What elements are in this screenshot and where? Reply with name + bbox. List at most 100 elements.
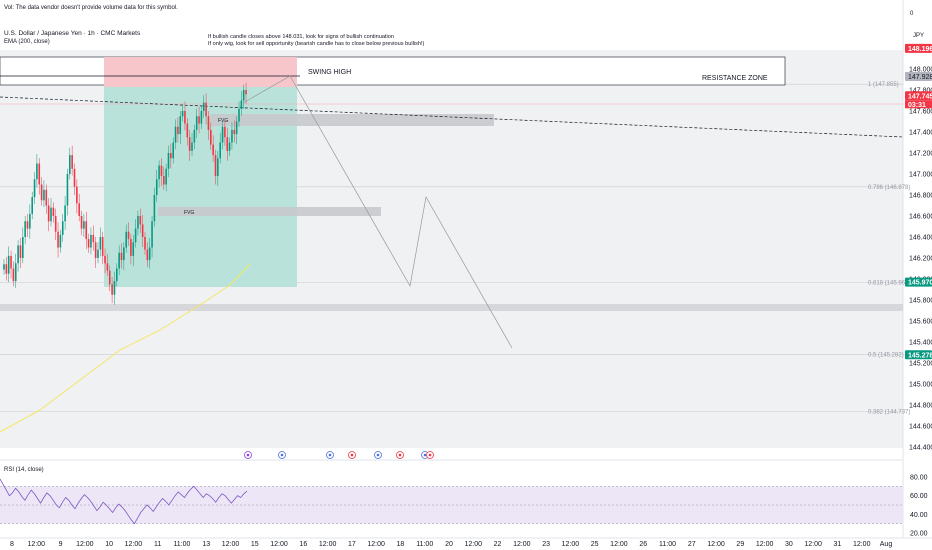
- candle-body: [113, 281, 116, 295]
- fvg-upper-box: [210, 114, 494, 126]
- time-tick-label: 12:00: [28, 541, 46, 548]
- price-tick-label: 145.200: [909, 361, 932, 368]
- currency-label[interactable]: JPY: [913, 33, 924, 39]
- fvg-lower-box: [158, 207, 381, 216]
- candle-body: [125, 231, 127, 248]
- candle-body: [99, 237, 102, 250]
- candle-body: [153, 195, 156, 222]
- price-tick-label: 145.400: [909, 340, 932, 347]
- candle-body: [94, 242, 97, 258]
- candle-body: [221, 126, 224, 143]
- candle-body: [69, 155, 71, 174]
- candle-body: [144, 237, 146, 250]
- time-tick-label: 12:00: [804, 541, 822, 548]
- candle-body: [78, 203, 80, 216]
- time-tick-label: 10: [105, 541, 113, 548]
- candle-body: [160, 165, 163, 177]
- candle-body: [224, 126, 226, 138]
- candle-body: [191, 142, 193, 151]
- time-tick-label: 12:00: [222, 541, 240, 548]
- time-tick-label: 16: [299, 541, 307, 548]
- price-tick-label: 146.200: [909, 256, 932, 263]
- price-tag-label: 147.928: [908, 74, 932, 81]
- time-tick-label: 23: [542, 541, 550, 548]
- price-tick-label: 148.000: [909, 67, 932, 74]
- time-tick-label: 31: [834, 541, 842, 548]
- resistance-zone-label[interactable]: RESISTANCE ZONE: [702, 75, 768, 82]
- top-axis-value: 0: [910, 11, 914, 17]
- candle-body: [85, 221, 88, 240]
- candle-body: [66, 174, 69, 206]
- candle-body: [231, 129, 233, 143]
- candle-body: [104, 255, 106, 264]
- candle-body: [76, 186, 78, 204]
- time-tick-label: 11:00: [173, 541, 190, 548]
- candle-body: [29, 213, 31, 229]
- price-tag-label: 145.970: [908, 280, 932, 287]
- time-tick-label: 12:00: [125, 541, 143, 548]
- candle-body: [59, 234, 62, 248]
- candle-body: [52, 207, 55, 216]
- candle-body: [167, 153, 170, 169]
- price-tick-label: 147.600: [909, 109, 932, 116]
- candle-body: [116, 268, 118, 282]
- candle-body: [38, 163, 41, 185]
- price-tick-label: 147.400: [909, 130, 932, 137]
- candle-body: [111, 284, 113, 295]
- ema-indicator-label[interactable]: EMA (200, close): [4, 39, 50, 45]
- candle-body: [212, 144, 214, 156]
- candle-body: [177, 126, 179, 135]
- stop-zone: [104, 57, 297, 87]
- time-tick-label: 22: [494, 541, 502, 548]
- candle-body: [139, 216, 142, 225]
- candle-body: [205, 102, 207, 117]
- price-tick-label: 147.800: [909, 88, 932, 95]
- candle-body: [101, 237, 104, 256]
- time-tick-label: 11:00: [659, 541, 676, 548]
- candle-body: [120, 252, 123, 261]
- event-marker-dot: [376, 453, 380, 457]
- time-tick-label: 11:00: [416, 541, 433, 548]
- candle-body: [54, 216, 57, 232]
- candle-body: [24, 221, 26, 237]
- price-tick-label: 144.600: [909, 424, 932, 431]
- candle-body: [200, 111, 203, 124]
- candle-body: [7, 255, 10, 274]
- price-tag: [905, 43, 932, 53]
- fvg-lower-label[interactable]: FVG: [184, 210, 194, 216]
- drawing-layer: [0, 56, 904, 349]
- candle-body: [163, 176, 165, 185]
- price-tick-label: 144.800: [909, 403, 932, 410]
- candle-body: [73, 168, 76, 187]
- candles: [3, 82, 247, 305]
- rsi-tick-label: 40.00: [910, 512, 928, 519]
- candle-body: [97, 249, 99, 258]
- price-tag-label: 145.278: [908, 352, 932, 359]
- rsi-label[interactable]: RSI (14, close): [4, 467, 44, 473]
- event-marker-dot: [350, 453, 354, 457]
- swing-high-label[interactable]: SWING HIGH: [308, 69, 351, 76]
- candle-body: [214, 155, 217, 177]
- candle-body: [165, 168, 167, 185]
- time-axis: 8 12:00 9 12:00 10 12:00 11 11:00 13 12:00 15 12:00…: [10, 541, 892, 548]
- rsi-band: [0, 486, 903, 524]
- candle-body: [92, 234, 95, 243]
- candle-body: [179, 116, 182, 135]
- candle-body: [90, 234, 92, 248]
- candle-body: [155, 179, 158, 195]
- symbol-title[interactable]: U.S. Dollar / Japanese Yen · 1h · CMC Ma…: [4, 30, 141, 37]
- candle-body: [207, 116, 210, 130]
- candle-body: [202, 102, 205, 111]
- candle-body: [240, 100, 243, 109]
- price-axis: 148.000 147.800 147.600 147.400 147.200 147.0…: [905, 43, 932, 452]
- candle-body: [87, 239, 90, 248]
- candle-body: [57, 231, 59, 248]
- candle-body: [14, 263, 17, 282]
- candle-body: [108, 270, 111, 285]
- rsi-line: [0, 478, 248, 525]
- time-tick-label: 26: [639, 541, 647, 548]
- fvg-upper-label[interactable]: FVG: [218, 118, 228, 124]
- fib-level-label: 0.382 (144.737): [868, 410, 910, 416]
- price-tick-label: 147.200: [909, 151, 932, 158]
